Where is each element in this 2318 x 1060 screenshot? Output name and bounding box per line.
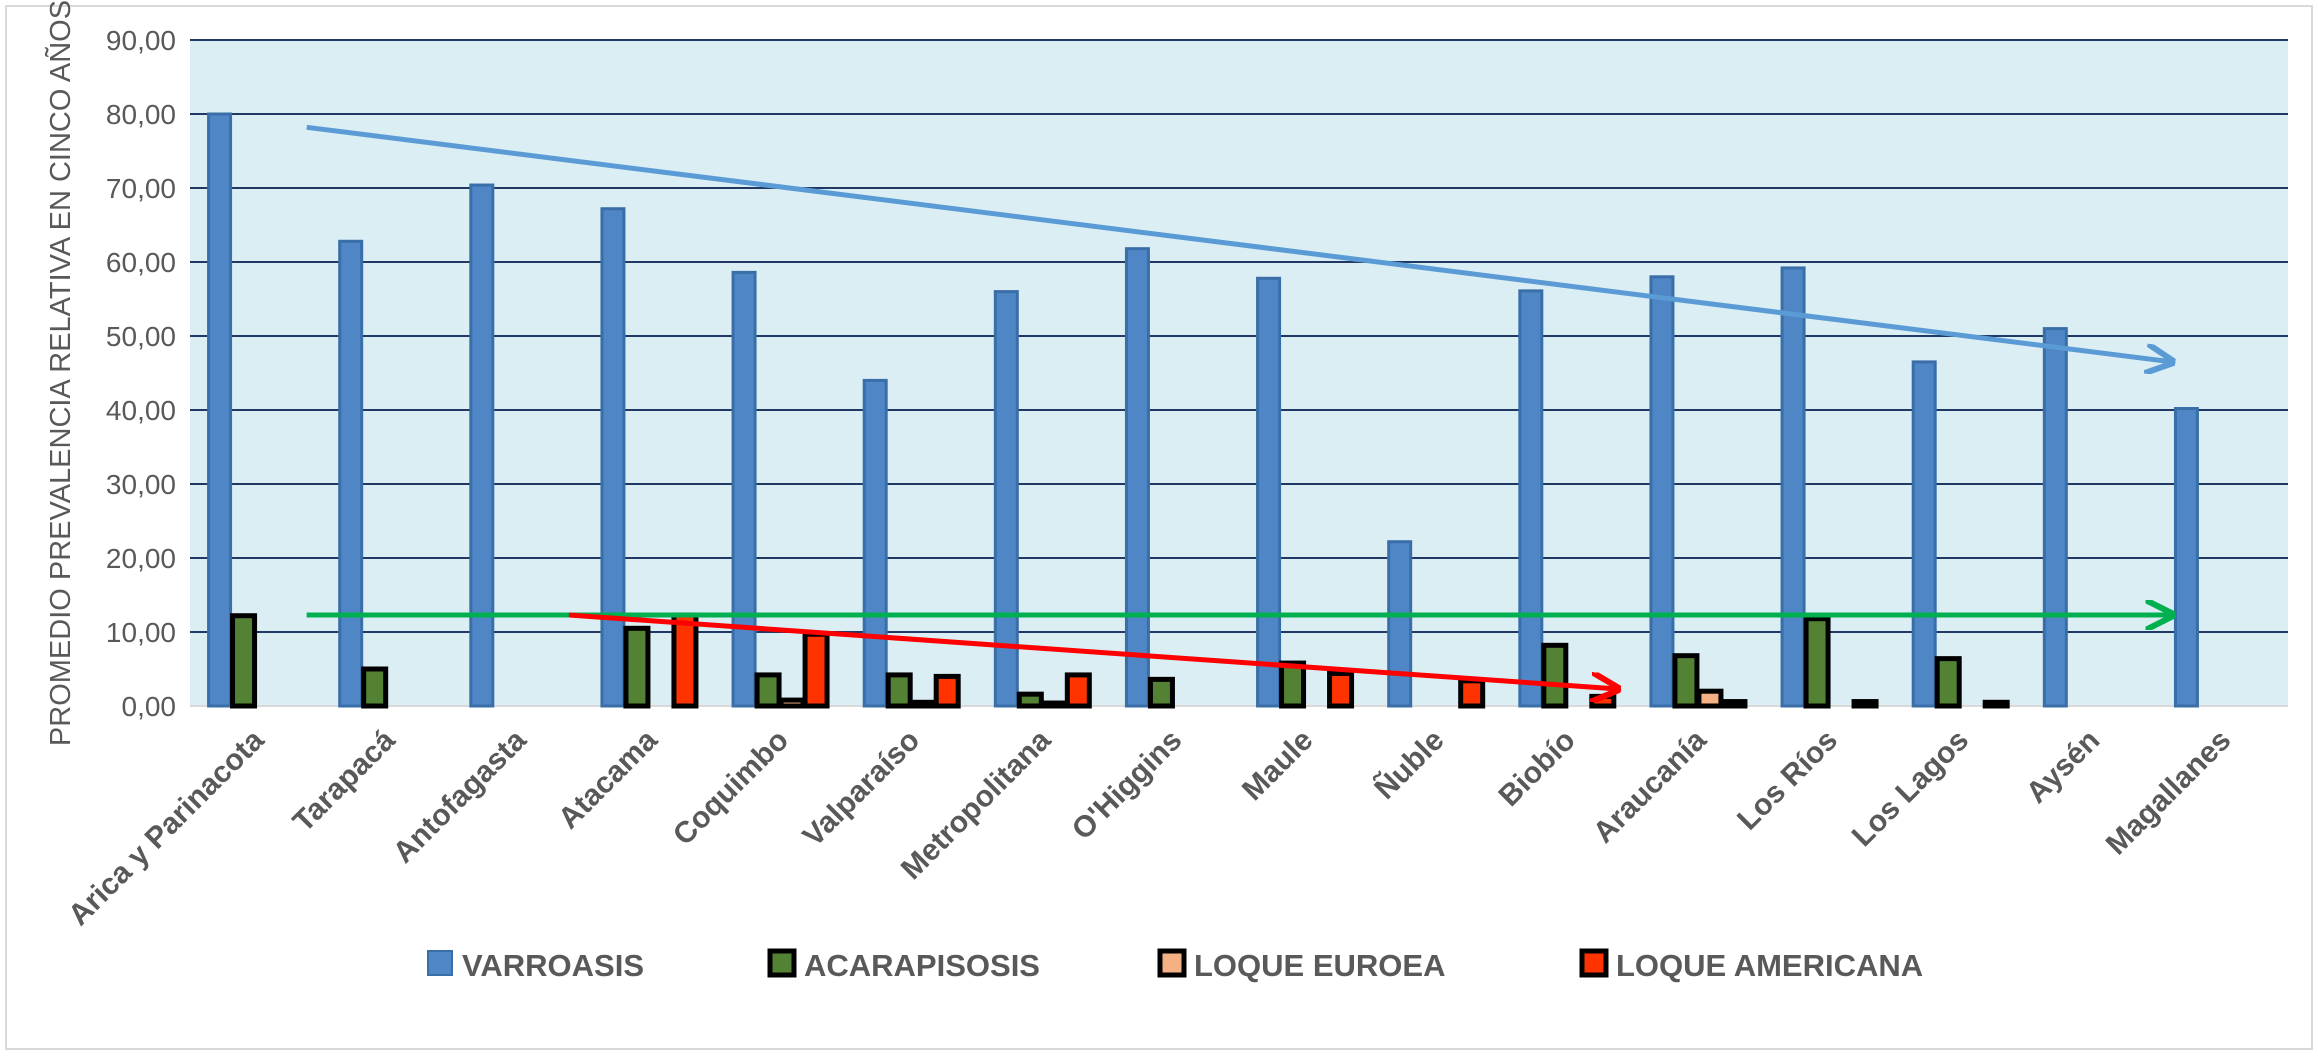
bar-loque-americana <box>802 631 830 709</box>
bar-acarapisosis <box>1934 656 1962 709</box>
legend-label: ACARAPISOSIS <box>804 948 1040 983</box>
legend-swatch <box>1157 948 1187 978</box>
bar-varroasis <box>207 112 233 708</box>
bar-acarapisosis <box>1016 691 1044 709</box>
bar-varroasis <box>731 270 757 708</box>
bar-loque-americana <box>671 612 699 709</box>
bar-loque-americana <box>1720 699 1748 709</box>
bar-acarapisosis <box>1672 653 1700 709</box>
bar-varroasis <box>2173 407 2199 708</box>
bar-varroasis <box>1256 276 1282 708</box>
bar-loque-americana <box>1458 678 1486 709</box>
bar-acarapisosis <box>754 672 782 709</box>
bar-acarapisosis <box>361 666 389 709</box>
bar-acarapisosis <box>1803 616 1831 709</box>
legend-label: LOQUE EUROEA <box>1194 948 1445 983</box>
y-tick-label: 70,00 <box>106 173 176 204</box>
bar-loque-euroea <box>1696 688 1724 709</box>
bar-varroasis <box>1649 275 1675 708</box>
bar-varroasis <box>338 239 364 708</box>
legend-swatch <box>767 948 797 978</box>
bar-loque-americana <box>1589 693 1617 709</box>
bar-varroasis <box>600 207 626 708</box>
bar-loque-americana <box>1327 670 1355 709</box>
bar-acarapisosis <box>885 672 913 709</box>
bar-acarapisosis <box>623 625 651 709</box>
trend-arrow-varroasis <box>306 124 2173 362</box>
bar-varroasis <box>1387 540 1413 708</box>
y-tick-label: 10,00 <box>106 617 176 648</box>
legend-swatch <box>1579 948 1609 978</box>
y-tick-label: 40,00 <box>106 395 176 426</box>
y-tick-label: 80,00 <box>106 99 176 130</box>
legend-label: VARROASIS <box>462 948 644 983</box>
bar-varroasis <box>469 183 495 708</box>
bar-acarapisosis <box>1147 676 1175 709</box>
plot-area <box>190 40 2288 706</box>
y-tick-label: 0,00 <box>122 691 177 722</box>
bar-loque-americana <box>1064 672 1092 709</box>
bar-varroasis <box>993 290 1019 708</box>
y-axis-ticks: 0,00 10,00 20,00 30,00 40,00 50,00 60,00 70,00 8… <box>106 25 176 722</box>
bar-varroasis <box>1911 360 1937 708</box>
bar-acarapisosis <box>1541 642 1569 709</box>
y-tick-label: 90,00 <box>106 25 176 56</box>
y-tick-label: 60,00 <box>106 247 176 278</box>
bars <box>207 112 2199 709</box>
bar-loque-euroea <box>909 699 937 709</box>
legend-label: LOQUE AMERICANA <box>1616 948 1923 983</box>
y-tick-label: 20,00 <box>106 543 176 574</box>
bar-loque-euroea <box>778 697 806 709</box>
bar-varroasis <box>1780 266 1806 708</box>
bar-acarapisosis <box>1279 660 1307 709</box>
bar-loque-euroea <box>1040 700 1068 709</box>
y-tick-label: 30,00 <box>106 469 176 500</box>
legend[interactable]: VARROASIS ACARAPISOSIS LOQUE EUROEA LOQUE A… <box>427 948 1923 983</box>
bar-varroasis <box>2042 327 2068 708</box>
bar-varroasis <box>1518 289 1544 708</box>
trend-arrows <box>306 124 2173 689</box>
bar-varroasis <box>1124 247 1150 708</box>
bar-varroasis <box>862 378 888 708</box>
y-tick-label: 50,00 <box>106 321 176 352</box>
legend-swatch <box>427 950 453 976</box>
bar-loque-americana <box>1851 699 1879 709</box>
bar-acarapisosis <box>230 613 258 709</box>
y-axis-label: PROMEDIO PREVALENCIA RELATIVA EN CINCO A… <box>43 0 77 746</box>
bar-loque-americana <box>1982 699 2010 709</box>
bar-loque-americana <box>933 673 961 709</box>
trend-arrow-loque-americana <box>568 612 1618 689</box>
